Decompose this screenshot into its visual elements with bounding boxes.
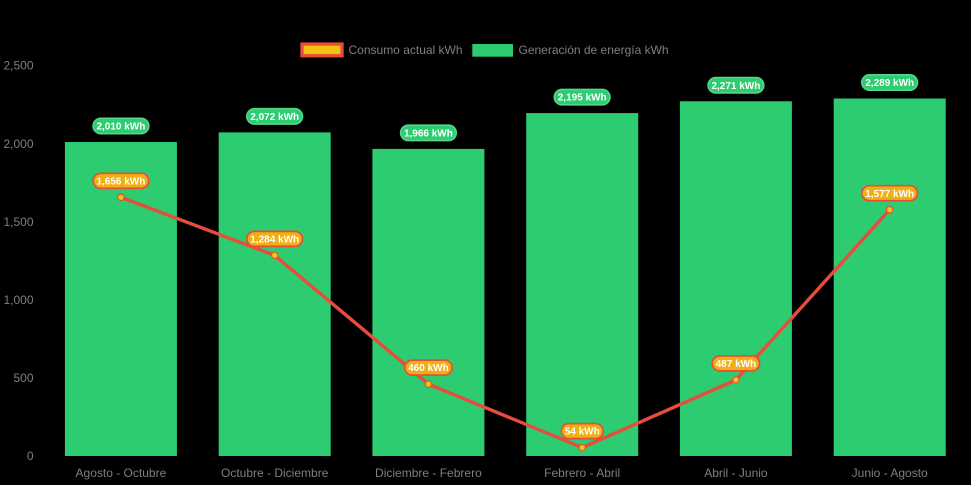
- svg-text:2,271 kWh: 2,271 kWh: [711, 81, 760, 92]
- svg-text:Junio - Agosto: Junio - Agosto: [852, 466, 928, 480]
- svg-text:Octubre - Diciembre: Octubre - Diciembre: [221, 466, 329, 480]
- svg-text:Agosto - Octubre: Agosto - Octubre: [76, 466, 167, 480]
- svg-text:500: 500: [13, 371, 33, 385]
- svg-text:0: 0: [27, 449, 34, 463]
- svg-text:2,195 kWh: 2,195 kWh: [558, 93, 607, 104]
- svg-text:Febrero - Abril: Febrero - Abril: [544, 466, 620, 480]
- svg-text:1,966 kWh: 1,966 kWh: [404, 129, 453, 140]
- svg-text:487 kWh: 487 kWh: [716, 359, 757, 370]
- svg-text:54 kWh: 54 kWh: [565, 427, 600, 438]
- svg-text:Abril - Junio: Abril - Junio: [704, 466, 768, 480]
- svg-text:1,500: 1,500: [3, 215, 33, 229]
- svg-text:2,010 kWh: 2,010 kWh: [96, 122, 145, 133]
- svg-text:Diciembre - Febrero: Diciembre - Febrero: [375, 466, 482, 480]
- svg-text:1,577 kWh: 1,577 kWh: [865, 189, 914, 200]
- svg-text:2,000: 2,000: [3, 137, 33, 151]
- svg-text:1,284 kWh: 1,284 kWh: [250, 235, 299, 246]
- svg-text:Consumo actual kWh: Consumo actual kWh: [349, 43, 463, 57]
- svg-text:2,500: 2,500: [3, 59, 33, 73]
- svg-text:Generación de energía kWh: Generación de energía kWh: [519, 43, 669, 57]
- svg-text:460 kWh: 460 kWh: [408, 363, 449, 374]
- svg-text:2,289 kWh: 2,289 kWh: [865, 78, 914, 89]
- svg-text:1,656 kWh: 1,656 kWh: [96, 176, 145, 187]
- svg-text:2,072 kWh: 2,072 kWh: [250, 112, 299, 123]
- svg-text:1,000: 1,000: [3, 293, 33, 307]
